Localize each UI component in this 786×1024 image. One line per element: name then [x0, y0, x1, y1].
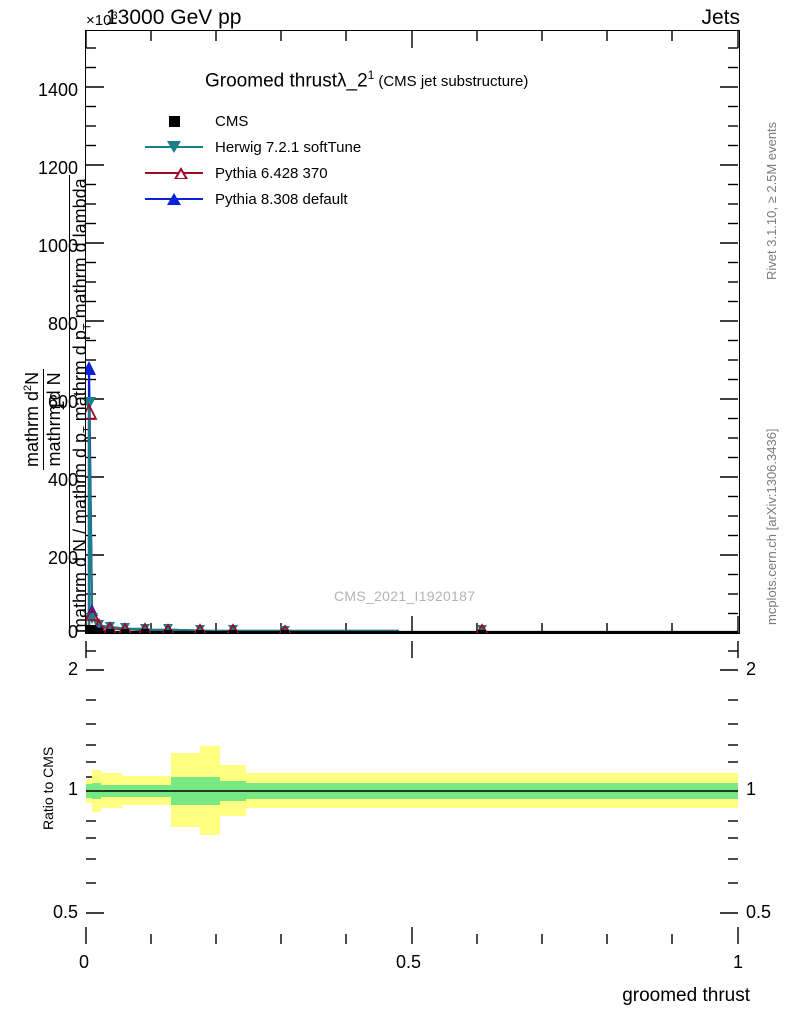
series-line-herwig [87, 408, 399, 633]
filled-triangle-up-icon [167, 193, 181, 205]
plot-title-paren: (CMS jet substructure) [378, 73, 529, 91]
y-tick-label-1200: 1200 [37, 158, 78, 178]
y-tick-label-1400: 1400 [37, 80, 78, 100]
y-tick-label-200: 200 [47, 548, 78, 568]
markers-cms [86, 625, 486, 633]
markers-pythia8 [86, 361, 487, 633]
plot-title: Groomed thrustλ_21 (CMS jet substructure) [205, 68, 528, 92]
filled-triangle-down-icon [167, 141, 181, 153]
x-tick-label-1: 1 [733, 952, 744, 972]
main-panel-x-ticks [85, 31, 739, 633]
legend-key-cms [145, 111, 203, 131]
filled-square-icon [169, 116, 180, 127]
legend-key-herwig [145, 137, 203, 157]
y-axis-scale-exponent: ×103 [86, 10, 118, 29]
ratio-y-tick-label-2-left: 2 [67, 659, 78, 679]
ratio-uncertainty-bands [86, 746, 738, 835]
x-axis-title: groomed thrust [622, 985, 750, 1006]
main-panel-data [86, 361, 738, 633]
markers-herwig [86, 397, 487, 633]
series-line-pythia6 [87, 412, 399, 633]
plot-title-observable-sup: 1 [367, 68, 375, 82]
ratio-y-tick-label-1-left: 1 [67, 779, 78, 799]
ratio-y-tick-label-2-right: 2 [746, 659, 757, 679]
x-tick-label-0: 0 [79, 952, 90, 972]
legend-key-pythia8 [145, 189, 203, 209]
ratio-y-tick-label-05-right: 0.5 [746, 902, 772, 922]
legend-label-herwig: Herwig 7.2.1 softTune [215, 138, 362, 156]
legend-label-cms: CMS [215, 112, 249, 130]
x-tick-label-05: 0.5 [396, 952, 422, 972]
markers-pythia6 [86, 402, 489, 633]
plot-title-observable: λ_2 [337, 70, 368, 92]
legend-item-pythia8[interactable]: Pythia 8.308 default [145, 186, 361, 212]
legend-item-herwig[interactable]: Herwig 7.2.1 softTune [145, 134, 361, 160]
legend: CMS Herwig 7.2.1 softTune Pythia 6.428 3… [145, 108, 361, 212]
y-tick-label-600: 600 [47, 392, 78, 412]
legend-label-pythia6: Pythia 6.428 370 [215, 164, 328, 182]
series-line-pythia8 [87, 366, 399, 633]
ratio-y-tick-label-1-right: 1 [746, 779, 757, 799]
y-tick-label-1000: 1000 [37, 236, 78, 256]
y-tick-label-400: 400 [47, 470, 78, 490]
main-panel-y-ticks [86, 47, 738, 634]
main-plot-panel [85, 30, 740, 634]
legend-key-pythia6 [145, 163, 203, 183]
legend-item-pythia6[interactable]: Pythia 6.428 370 [145, 160, 361, 186]
y-tick-label-0: 0 [67, 622, 78, 642]
beam-energy-label: 13000 GeV pp [106, 6, 242, 29]
legend-item-cms[interactable]: CMS [145, 108, 361, 134]
plot-title-main: Groomed thrust [205, 70, 337, 92]
legend-label-pythia8: Pythia 8.308 default [215, 190, 348, 208]
analysis-id-watermark: CMS_2021_I1920187 [334, 588, 476, 604]
ratio-y-tick-label-05-left: 0.5 [52, 902, 78, 922]
y-tick-label-800: 800 [47, 314, 78, 334]
analysis-category-label: Jets [701, 6, 740, 29]
